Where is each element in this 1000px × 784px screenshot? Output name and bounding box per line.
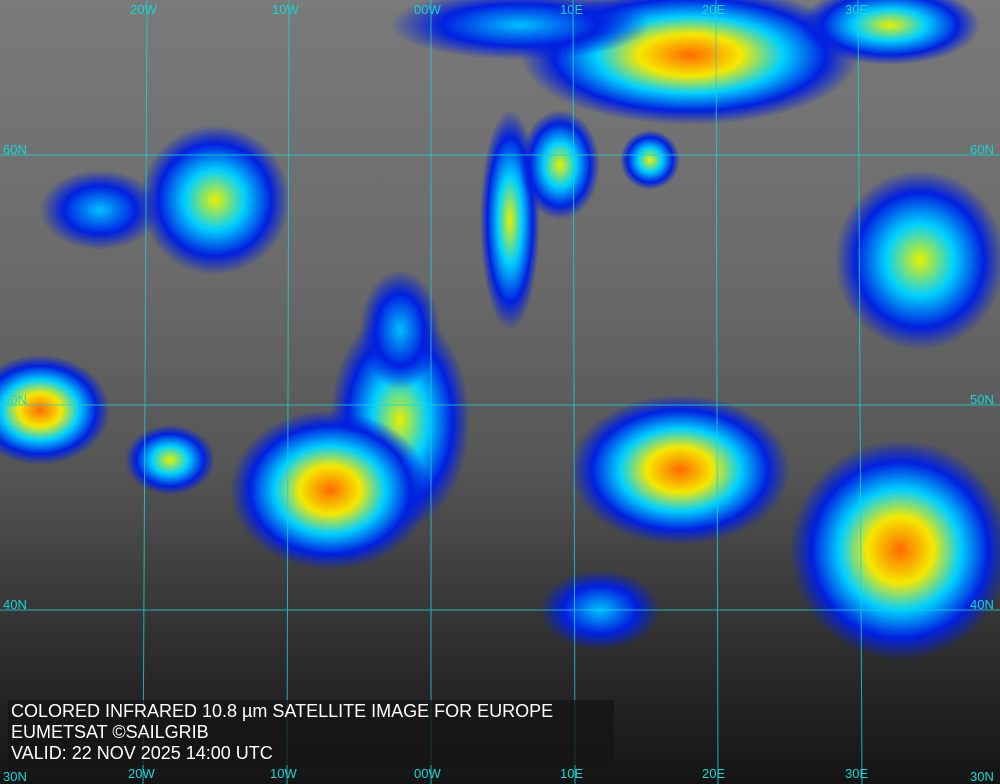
lat-label-60n-right: 60N	[970, 142, 994, 157]
lat-label-50n-left: 50N	[3, 392, 27, 407]
lon-label-30e-bottom: 30E	[845, 766, 869, 781]
lon-label-10w-top: 10W	[272, 2, 299, 17]
lat-label-50n-right: 50N	[970, 392, 994, 407]
lon-label-20w-bottom: 20W	[128, 766, 155, 781]
lon-label-00w-bottom: 00W	[414, 766, 441, 781]
lat-label-30n-left: 30N	[3, 769, 27, 784]
lon-label-20e-bottom: 20E	[702, 766, 726, 781]
caption-title: COLORED INFRARED 10.8 µm SATELLITE IMAGE…	[11, 701, 554, 721]
caption-valid-time: VALID: 22 NOV 2025 14:00 UTC	[11, 743, 273, 763]
image-caption: COLORED INFRARED 10.8 µm SATELLITE IMAGE…	[8, 700, 614, 765]
lat-label-40n-right: 40N	[970, 597, 994, 612]
lat-label-30n-right: 30N	[970, 769, 994, 784]
cloud-systems	[0, 0, 1000, 660]
lon-label-10w-bottom: 10W	[270, 766, 297, 781]
lat-label-40n-left: 40N	[3, 597, 27, 612]
lon-label-00w-top: 00W	[414, 2, 441, 17]
caption-credit: EUMETSAT ©SAILGRIB	[11, 722, 209, 742]
lon-label-10e-bottom: 10E	[560, 766, 584, 781]
lon-label-20w-top: 20W	[130, 2, 157, 17]
lon-label-20e-top: 20E	[702, 2, 726, 17]
lat-label-60n-left: 60N	[3, 142, 27, 157]
lon-label-30e-top: 30E	[845, 2, 869, 17]
lon-label-10e-top: 10E	[560, 2, 584, 17]
